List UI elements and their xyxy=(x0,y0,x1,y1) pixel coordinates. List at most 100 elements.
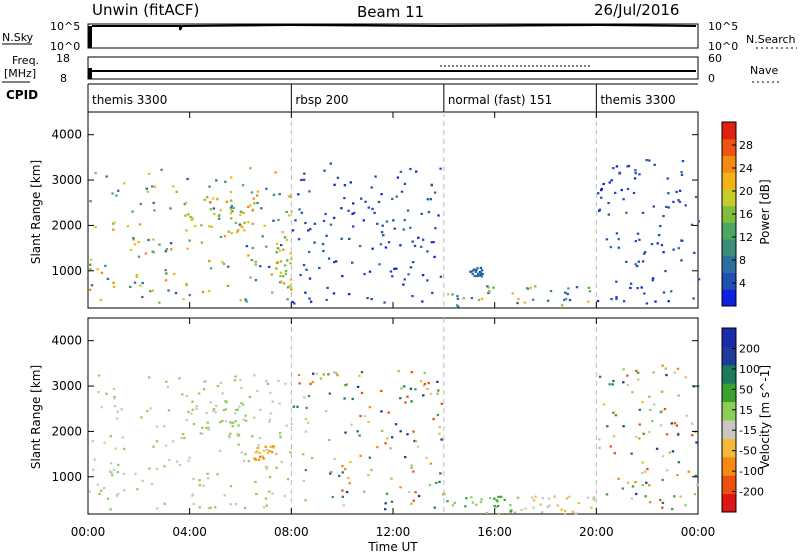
data-cell xyxy=(560,304,564,307)
data-cell xyxy=(103,441,106,444)
data-cell xyxy=(132,238,135,241)
data-cell xyxy=(123,489,126,492)
data-cell xyxy=(141,281,144,285)
data-cell xyxy=(171,440,175,443)
data-cell xyxy=(237,424,240,427)
data-cell xyxy=(275,452,278,456)
data-cell xyxy=(387,411,390,414)
data-cell xyxy=(192,423,196,426)
data-cell xyxy=(155,440,159,443)
y-tick-label: 1000 xyxy=(51,470,82,484)
data-cell xyxy=(181,433,185,436)
data-cell xyxy=(201,290,205,294)
data-cell xyxy=(272,219,275,222)
data-cell xyxy=(219,236,223,239)
data-cell xyxy=(383,301,386,304)
data-cell xyxy=(341,471,344,474)
data-cell xyxy=(271,400,274,403)
data-cell xyxy=(612,411,615,414)
data-cell xyxy=(236,229,240,232)
data-cell xyxy=(266,382,270,385)
data-cell xyxy=(608,181,611,184)
data-cell xyxy=(91,440,94,443)
data-cell xyxy=(627,481,630,484)
data-cell xyxy=(386,437,389,440)
data-cell xyxy=(112,468,116,471)
nsearch-tick-low: 10^0 xyxy=(708,40,738,53)
data-cell xyxy=(380,231,384,234)
data-cell xyxy=(286,478,290,481)
freq-label-2: [MHz] xyxy=(4,67,36,80)
data-cell xyxy=(687,470,690,473)
data-cell xyxy=(248,395,252,398)
data-cell xyxy=(697,220,700,223)
colorbar-swatch xyxy=(722,364,736,384)
data-cell xyxy=(427,211,431,214)
data-cell xyxy=(637,260,640,263)
data-cell xyxy=(341,275,344,278)
data-cell xyxy=(390,500,394,503)
data-cell xyxy=(332,216,336,219)
data-cell xyxy=(497,495,500,499)
data-cell xyxy=(567,287,570,290)
data-cell xyxy=(329,472,332,475)
data-cell xyxy=(245,300,248,303)
data-cell xyxy=(300,211,304,214)
colorbar-swatch xyxy=(722,456,736,476)
data-cell xyxy=(499,495,503,498)
data-cell xyxy=(191,408,194,411)
data-cell xyxy=(678,200,682,203)
data-cell xyxy=(92,468,95,471)
colorbar-swatch xyxy=(722,493,736,513)
nsearch-label: N.Search xyxy=(746,33,796,46)
data-cell xyxy=(697,385,700,388)
data-cell xyxy=(691,422,694,425)
data-cell xyxy=(672,248,675,251)
data-cell xyxy=(272,193,276,196)
data-cell xyxy=(333,261,336,264)
data-cell xyxy=(358,434,361,437)
data-cell xyxy=(156,507,159,510)
data-cell xyxy=(675,424,679,427)
data-cell xyxy=(690,223,694,226)
colorbar-swatch xyxy=(722,272,736,290)
data-cell xyxy=(636,371,640,374)
data-cell xyxy=(302,264,306,267)
data-cell xyxy=(238,223,242,226)
data-cell xyxy=(166,385,170,388)
x-tick-label: 08:00 xyxy=(274,525,309,539)
data-cell xyxy=(150,483,154,486)
data-cell xyxy=(659,224,662,228)
data-cell xyxy=(321,243,325,246)
data-cell xyxy=(254,480,257,483)
data-cell xyxy=(587,300,590,303)
data-cell xyxy=(409,167,412,171)
data-cell xyxy=(226,284,230,287)
data-cell xyxy=(230,217,233,220)
data-cell xyxy=(250,259,254,262)
data-cell xyxy=(677,199,680,202)
data-cell xyxy=(667,206,670,209)
data-cell xyxy=(516,496,520,499)
data-cell xyxy=(428,484,432,487)
data-cell xyxy=(359,454,362,457)
data-cell xyxy=(135,274,138,277)
data-cell xyxy=(410,400,413,403)
data-cell xyxy=(163,502,166,505)
data-cell xyxy=(680,259,683,262)
time-axis: 00:00 04:00 08:00 12:00 16:00 20:00 00:00 xyxy=(71,112,715,539)
data-cell xyxy=(289,194,292,197)
data-cell xyxy=(237,434,241,437)
data-cell xyxy=(598,208,602,211)
data-cell xyxy=(380,193,383,196)
data-cell xyxy=(146,409,149,413)
data-cell xyxy=(610,179,613,182)
data-cell xyxy=(341,465,344,468)
data-cell xyxy=(480,269,484,272)
data-cell xyxy=(577,502,580,505)
data-cell xyxy=(116,410,119,413)
data-cell xyxy=(254,263,257,266)
data-cell xyxy=(286,259,289,262)
data-cell xyxy=(403,385,406,388)
data-cell xyxy=(430,241,434,244)
